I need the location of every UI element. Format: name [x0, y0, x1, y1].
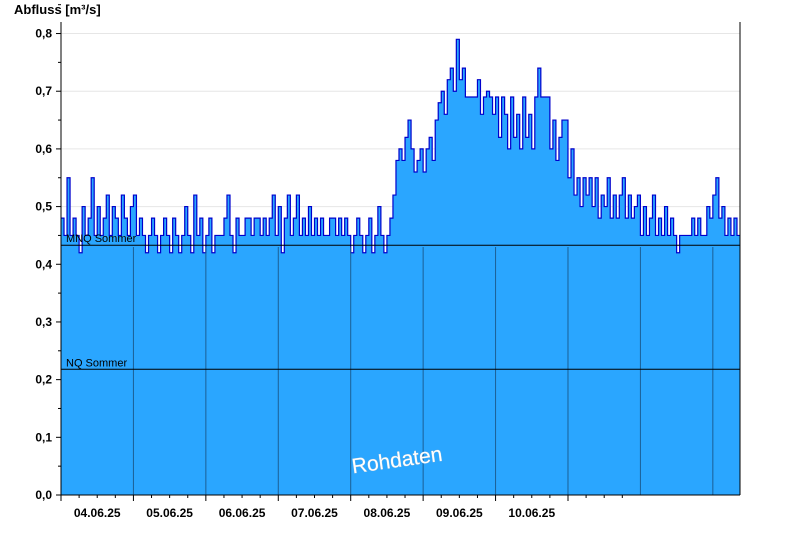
y-tick-label: 0,4 — [35, 257, 52, 271]
x-tick-label: 05.06.25 — [146, 506, 193, 520]
y-tick-label: 0,8 — [35, 27, 52, 41]
discharge-line — [61, 38, 740, 254]
y-tick-label: 0,7 — [35, 84, 52, 98]
y-tick-label: 0,1 — [35, 430, 52, 444]
x-tick-label: 04.06.25 — [74, 506, 121, 520]
x-tick-label: 10.06.25 — [508, 506, 555, 520]
x-tick-label: 07.06.25 — [291, 506, 338, 520]
y-axis-ticks: 0,0 0,1 0,2 0,3 0,4 0,5 0,6 0,7 0,8 — [35, 4, 61, 502]
reference-line-label: MNQ Sommer — [66, 233, 137, 245]
x-tick-label: 06.06.25 — [219, 506, 266, 520]
y-tick-label: 0,2 — [35, 373, 52, 387]
x-axis-ticks: 04.06.25 05.06.25 06.06.25 07.06.25 08.06.25… — [60, 495, 623, 520]
y-tick-label: 0,5 — [35, 200, 52, 214]
reference-lines: MNQ Sommer NQ Sommer — [61, 233, 740, 370]
x-tick-label: 09.06.25 — [436, 506, 483, 520]
discharge-fill — [61, 39, 740, 496]
discharge-area — [61, 38, 740, 496]
y-tick-label: 0,0 — [35, 488, 52, 502]
reference-line-label: NQ Sommer — [66, 357, 127, 369]
y-tick-label: 0,3 — [35, 315, 52, 329]
axes — [60, 22, 741, 496]
y-axis-title: Abfluss [m³/s] — [14, 2, 101, 17]
y-tick-label: 0,6 — [35, 142, 52, 156]
x-tick-label: 08.06.25 — [364, 506, 411, 520]
